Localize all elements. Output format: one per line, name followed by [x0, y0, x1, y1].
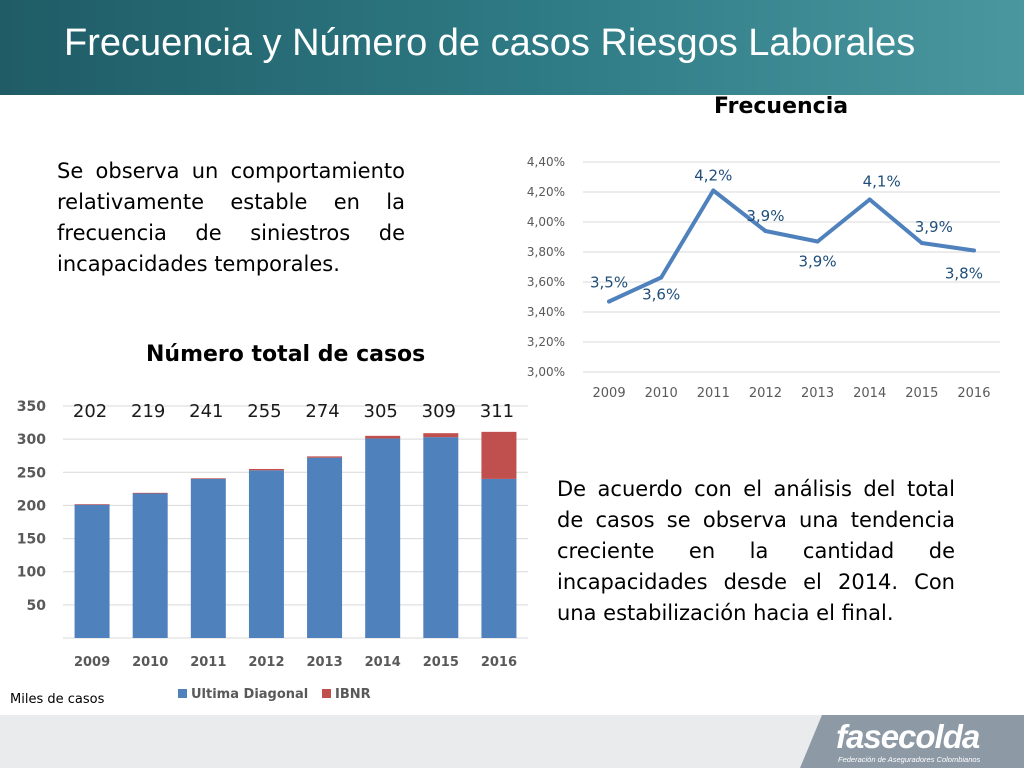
- freq-data-point: [815, 239, 820, 244]
- freq-series-line: [607, 188, 976, 304]
- cases-x-tick-label: 2013: [306, 655, 342, 670]
- freq-y-tick-label: 3,80%: [527, 245, 565, 259]
- freq-data-label: 3,8%: [945, 265, 983, 283]
- cases-y-tick-label: 150: [17, 532, 46, 548]
- cases-bar-ibnr: [74, 504, 110, 505]
- title-banner: Frecuencia y Número de casos Riesgos Lab…: [0, 0, 1024, 95]
- freq-data-point: [867, 197, 872, 202]
- cases-bar-ultima-diagonal: [307, 457, 343, 638]
- logo-shape: [800, 715, 1024, 768]
- cases-total-label: 274: [305, 401, 339, 422]
- cases-y-tick-label: 300: [17, 432, 46, 448]
- legend-label-ibnr: IBNR: [335, 687, 371, 702]
- frequency-commentary: Se observa un comportamiento relativamen…: [57, 159, 405, 276]
- freq-data-label: 3,5%: [590, 274, 628, 292]
- cases-total-label: 305: [364, 401, 398, 422]
- cases-bar-ibnr: [423, 433, 459, 438]
- freq-x-tick-label: 2011: [697, 386, 730, 401]
- cases-bar-ultima-diagonal: [248, 470, 284, 638]
- freq-y-tick-label: 4,00%: [527, 215, 565, 229]
- freq-data-point: [919, 241, 924, 245]
- cases-total-label: 255: [247, 401, 281, 422]
- cases-bar-ultima-diagonal: [190, 478, 226, 638]
- freq-data-label: 4,1%: [863, 173, 901, 191]
- freq-data-point: [711, 188, 716, 193]
- legend-swatch-ibnr: [322, 689, 331, 698]
- freq-y-tick-label: 3,20%: [527, 335, 565, 349]
- cases-total-label: 309: [422, 401, 456, 422]
- cases-x-tick-label: 2015: [423, 655, 459, 670]
- cases-bar-ultima-diagonal: [423, 437, 459, 638]
- freq-x-tick-label: 2010: [645, 386, 678, 401]
- freq-y-tick-label: 4,40%: [527, 155, 565, 169]
- freq-y-tick-label: 4,20%: [527, 185, 565, 199]
- freq-data-point: [763, 229, 768, 233]
- freq-data-point: [659, 275, 664, 280]
- cases-y-tick-label: 200: [17, 498, 46, 514]
- cases-y-tick-label: 100: [17, 565, 46, 581]
- cases-bar-ultima-diagonal: [74, 504, 110, 638]
- freq-data-label: 3,9%: [746, 207, 784, 225]
- cases-y-tick-label: 350: [17, 399, 46, 415]
- freq-data-point: [971, 248, 976, 253]
- cases-total-label: 241: [189, 401, 223, 422]
- freq-data-label: 3,9%: [799, 253, 837, 271]
- cases-total-label: 219: [131, 401, 165, 422]
- cases-bar-ibnr: [365, 435, 401, 439]
- freq-data-label: 3,6%: [642, 286, 680, 304]
- freq-y-tick-label: 3,40%: [527, 305, 565, 319]
- cases-x-tick-label: 2016: [481, 655, 517, 670]
- cases-bar-ibnr: [190, 478, 226, 479]
- cases-bar-ibnr: [248, 468, 284, 471]
- cases-y-tick-label: 50: [27, 598, 47, 614]
- cases-x-tick-label: 2009: [74, 655, 110, 670]
- cases-x-tick-label: 2011: [190, 655, 226, 670]
- freq-y-tick-label: 3,00%: [527, 365, 565, 379]
- cases-bar-ultima-diagonal: [132, 493, 168, 638]
- freq-x-tick-label: 2016: [957, 386, 990, 401]
- cases-total-label: 311: [480, 401, 514, 422]
- cases-total-label: 202: [73, 401, 107, 422]
- cases-x-tick-label: 2010: [132, 655, 168, 670]
- cases-bar-ibnr: [307, 456, 343, 458]
- cases-x-tick-label: 2014: [365, 655, 401, 670]
- cases-bar-ultima-diagonal: [365, 438, 401, 638]
- freq-x-tick-label: 2015: [905, 386, 938, 401]
- cases-x-tick-label: 2012: [248, 655, 284, 670]
- freq-x-tick-label: 2012: [749, 386, 782, 401]
- freq-y-tick-label: 3,60%: [527, 275, 565, 289]
- freq-x-tick-label: 2009: [593, 386, 626, 401]
- cases-bar-ibnr: [132, 492, 168, 494]
- logo-tagline: Federación de Aseguradores Colombianos: [838, 755, 981, 764]
- legend-swatch-ultima-diagonal: [178, 689, 187, 698]
- cases-bar-ultima-diagonal: [481, 478, 517, 638]
- freq-data-label: 4,2%: [694, 167, 732, 185]
- logo-wordmark: fasecolda: [836, 718, 980, 755]
- frequency-chart-title: Frecuencia: [714, 94, 849, 119]
- slide-title: Frecuencia y Número de casos Riesgos Lab…: [64, 22, 916, 64]
- cases-y-tick-label: 250: [17, 465, 46, 481]
- cases-bar-ibnr: [481, 431, 517, 479]
- legend-label-ultima-diagonal: Ultima Diagonal: [191, 687, 308, 702]
- freq-data-label: 3,9%: [915, 218, 953, 236]
- freq-x-tick-label: 2014: [853, 386, 886, 401]
- cases-chart-title: Número total de casos: [146, 342, 426, 367]
- fasecolda-logo: fasecolda Federación de Aseguradores Col…: [800, 715, 1024, 768]
- units-note: Miles de casos: [10, 692, 105, 707]
- cases-commentary: De acuerdo con el análisis del total de …: [557, 477, 955, 625]
- freq-x-tick-label: 2013: [801, 386, 834, 401]
- freq-data-point: [607, 299, 612, 304]
